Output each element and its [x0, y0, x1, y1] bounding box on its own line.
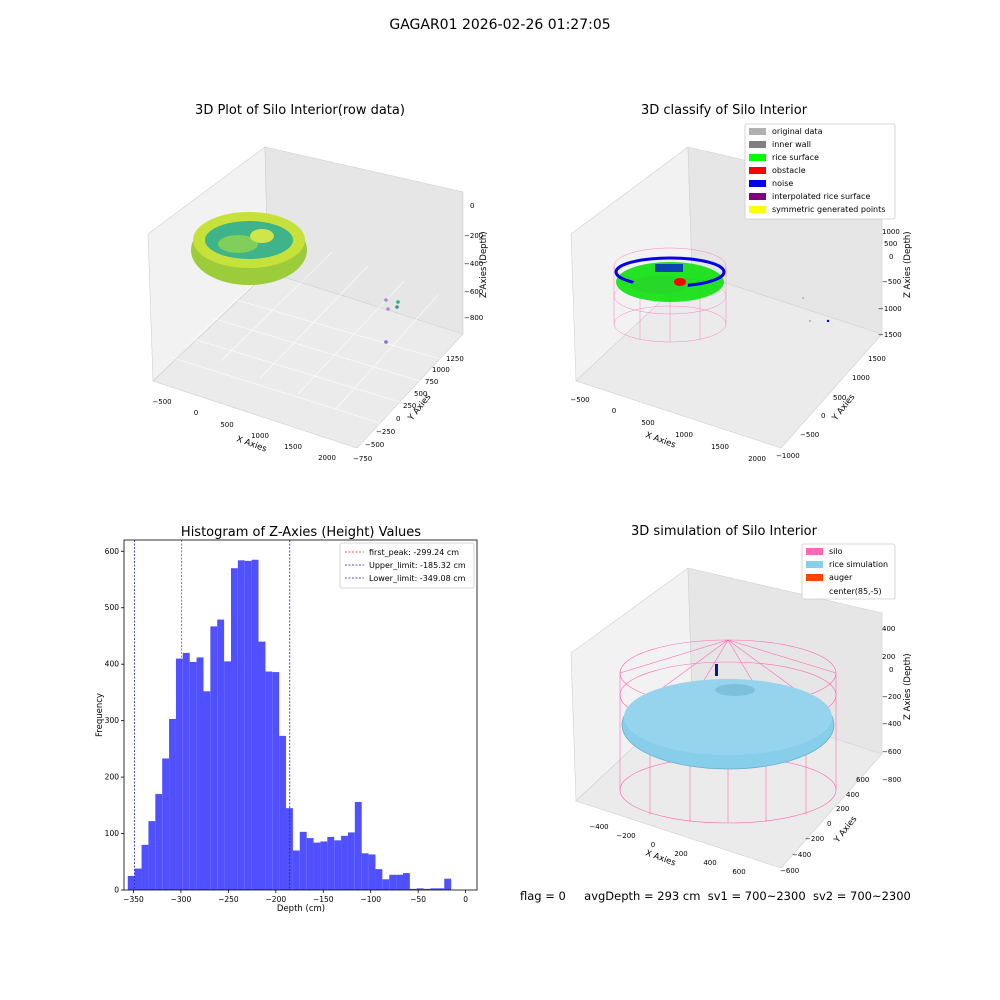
histogram-bar	[272, 672, 280, 890]
histogram-y-tick-label: 500	[105, 603, 120, 612]
simulation-plot-title: 3D simulation of Silo Interior	[631, 524, 817, 539]
histogram-x-tick-label: −250	[218, 895, 239, 904]
histogram-reference-lines	[133, 540, 291, 890]
histogram-bar	[127, 875, 135, 890]
histogram-bar	[134, 868, 142, 890]
histogram-x-tick-label: −200	[266, 895, 287, 904]
raw-plot-title: 3D Plot of Silo Interior(row data)	[195, 103, 405, 118]
classify-plot-title: 3D classify of Silo Interior	[640, 103, 808, 118]
histogram-bar	[299, 831, 307, 890]
histogram-bar	[320, 841, 328, 890]
histogram-bar	[347, 832, 355, 890]
sv2-value: sv2 = 700~2300	[812, 889, 911, 903]
histogram-bar	[396, 874, 403, 890]
histogram-bar	[437, 888, 445, 890]
histogram-x-tick-label: −50	[410, 895, 426, 904]
histogram-bar	[389, 874, 397, 890]
histogram-bar	[237, 560, 245, 890]
histogram-bar	[189, 661, 197, 890]
histogram-y-tick-label: 600	[105, 547, 120, 556]
histogram-bar	[175, 658, 183, 890]
histogram-bar	[375, 869, 383, 890]
histogram-y-tick-label: 300	[105, 716, 120, 725]
histogram-frame	[123, 539, 478, 891]
histogram-bar	[258, 641, 266, 890]
avg-depth-value: avgDepth = 293 cm	[584, 889, 701, 903]
histogram-bar	[430, 888, 438, 890]
histogram-x-tick-label: −150	[313, 895, 334, 904]
histogram-bar	[196, 657, 204, 890]
histogram-y-ticks: 0 100 200 300 400 500 600	[105, 547, 124, 895]
status-footer: flag = 0 avgDepth = 293 cm sv1 = 700~230…	[520, 889, 911, 903]
histogram-y-tick-label: 200	[105, 773, 120, 782]
histogram-bar	[210, 626, 218, 890]
histogram-bar	[327, 836, 335, 890]
histogram-bar	[292, 850, 300, 890]
histogram-y-tick-label: 0	[114, 886, 119, 895]
histogram-bar	[402, 873, 410, 890]
histogram-bar	[306, 838, 314, 890]
flag-value: flag = 0	[520, 889, 566, 903]
histogram-y-tick-label: 100	[105, 829, 120, 838]
histogram-bars	[127, 559, 452, 890]
histogram-bar	[251, 559, 259, 890]
histogram-x-axis-label: Depth (cm)	[277, 904, 325, 914]
histogram-x-tick-label: 0	[463, 895, 468, 904]
histogram-x-tick-label: −350	[123, 895, 144, 904]
histogram-bar	[423, 888, 431, 890]
histogram-bar	[341, 835, 348, 890]
histogram-legend-label: first_peak: -299.24 cm	[369, 548, 459, 557]
histogram-bar	[169, 718, 176, 890]
figure-title: GAGAR01 2026-02-26 01:27:05	[389, 17, 611, 33]
histogram-bar	[279, 735, 287, 890]
histogram-legend-label: Lower_limit: -349.08 cm	[369, 574, 466, 583]
histogram-bar	[416, 888, 424, 890]
histogram-bar	[203, 691, 211, 890]
histogram-bar	[334, 840, 342, 890]
histogram-bar	[244, 560, 252, 890]
histogram-y-axis-label: Frequency	[95, 693, 105, 737]
histogram-bar	[162, 758, 170, 890]
histogram-bar	[230, 568, 238, 890]
histogram-bar	[368, 854, 376, 890]
histogram-bar	[182, 652, 190, 890]
histogram-bar	[382, 879, 390, 890]
histogram-bar	[444, 878, 452, 890]
histogram-bar	[265, 671, 273, 890]
sv1-value: sv1 = 700~2300	[707, 889, 806, 903]
histogram-bar	[361, 853, 369, 890]
histogram-bar	[155, 794, 163, 890]
histogram-x-ticks: −350 −300 −250 −200 −150 −100 −50 0	[123, 890, 468, 904]
histogram-legend-label: Upper_limit: -185.32 cm	[369, 561, 466, 570]
histogram-y-tick-label: 400	[105, 660, 120, 669]
histogram-bar	[224, 661, 231, 890]
histogram-x-tick-label: −300	[171, 895, 192, 904]
histogram-x-tick-label: −100	[360, 895, 381, 904]
histogram-legend: first_peak: -299.24 cm Upper_limit: -185…	[339, 542, 475, 589]
histogram-bar	[313, 842, 321, 890]
histogram-bar	[148, 821, 156, 890]
histogram-bar	[141, 844, 149, 890]
histogram-title: Histogram of Z-Axies (Height) Values	[181, 525, 421, 540]
histogram-bar	[217, 619, 225, 890]
histogram-bar	[409, 888, 417, 890]
histogram-bar	[354, 801, 362, 890]
